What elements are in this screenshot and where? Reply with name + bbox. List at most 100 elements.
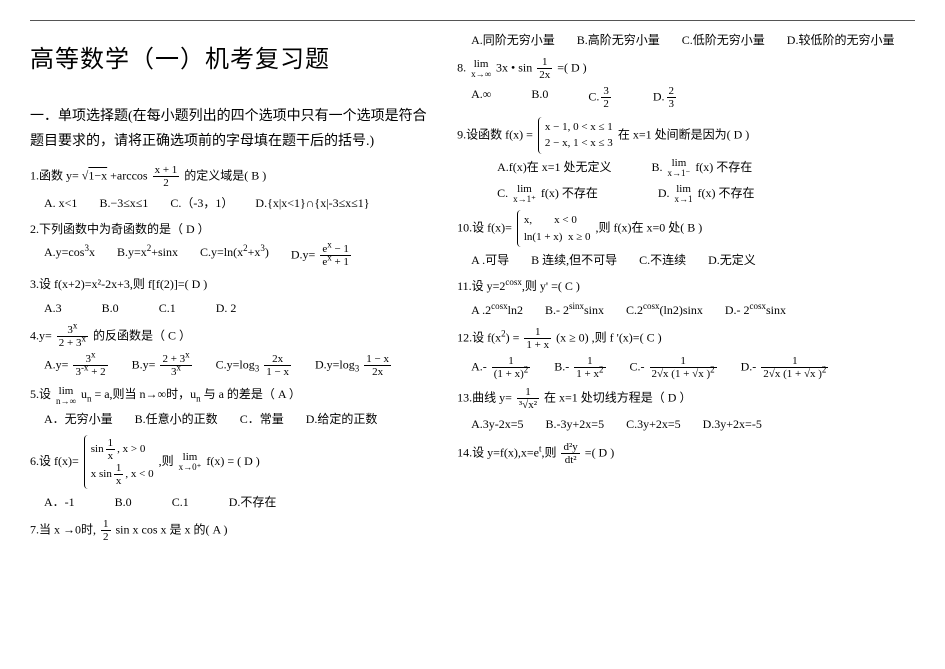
- q1-opt-d: D.{x|x<1}∩{x|-3≤x≤1}: [255, 194, 369, 213]
- q1-opt-a: A. x<1: [44, 194, 77, 213]
- q12: 12.设 f(x2) = 11 + x (x ≥ 0) ,则 f '(x)=( …: [457, 326, 900, 351]
- q5-opt-a: A．无穷小量: [44, 410, 113, 429]
- piecewise-brace: sin1x, x > 0 x sin1x, x < 0: [84, 435, 154, 489]
- q7-opt-a: A.同阶无穷小量: [471, 31, 555, 50]
- q8-opt-c: C.32: [588, 85, 613, 110]
- q8-opt-a: A.∞: [471, 85, 491, 110]
- q3-opts: A.3 B.0 C.1 D. 2: [44, 299, 437, 318]
- q6-opt-a: A．-1: [44, 493, 75, 512]
- q8-opt-d: D.23: [653, 85, 678, 110]
- q8-opts: A.∞ B.0 C.32 D.23: [471, 85, 900, 110]
- page: 高等数学（一）机考复习题 一．单项选择题(在每小题列出的四个选项中只有一个选项是…: [0, 29, 945, 547]
- limit-icon: limn→∞: [56, 386, 76, 406]
- q10-opt-c: C.不连续: [639, 251, 686, 270]
- q11-opt-a: A .2cosxln2: [471, 301, 523, 320]
- q2-opt-c: C.y=ln(x2+x3): [200, 243, 269, 268]
- q1-stem-a: 1.函数 y=: [30, 169, 79, 183]
- q13-opt-d: D.3y+2x=-5: [703, 415, 762, 434]
- q11-opt-c: C.2cosx(ln2)sinx: [626, 301, 703, 320]
- q1-opt-b: B.−3≤x≤1: [99, 194, 148, 213]
- q5-opt-b: B.任意小的正数: [135, 410, 218, 429]
- q1-opt-c: C.（-3，1）: [170, 194, 233, 213]
- q3-opt-b: B.0: [102, 299, 119, 318]
- q8-opt-b: B.0: [531, 85, 548, 110]
- q4-opts: A.y= 3x3-x + 2 B.y= 2 + 3x3x C.y=log3 2x…: [44, 353, 437, 378]
- q11-opts: A .2cosxln2 B.- 2sinxsinx C.2cosx(ln2)si…: [471, 301, 900, 320]
- q13-opt-a: A.3y-2x=5: [471, 415, 523, 434]
- left-column: 高等数学（一）机考复习题 一．单项选择题(在每小题列出的四个选项中只有一个选项是…: [30, 29, 437, 547]
- q4-frac: 3x 2 + 3x: [57, 324, 88, 349]
- q1: 1.函数 y= √1−x +arccos x + 1 2 的定义域是( B ): [30, 164, 437, 189]
- q7-opts: A.同阶无穷小量 B.高阶无穷小量 C.低阶无穷小量 D.较低阶的无穷小量: [471, 31, 900, 50]
- q1-stem-b: +arccos: [110, 169, 147, 183]
- piecewise-brace: x − 1, 0 < x ≤ 1 2 − x, 1 < x ≤ 3: [538, 117, 613, 154]
- q9: 9.设函数 f(x) = x − 1, 0 < x ≤ 1 2 − x, 1 <…: [457, 117, 900, 154]
- q12-opt-c: C.- 12√x (1 + √x )2: [630, 355, 719, 380]
- q9-opts: A.f(x)在 x=1 处无定义 B. limx→1⁻ f(x) 不存在: [497, 158, 900, 178]
- q5-opts: A．无穷小量 B.任意小的正数 C．常量 D.给定的正数: [44, 410, 437, 429]
- q2: 2.下列函数中为奇函数的是（ D ）: [30, 219, 437, 239]
- doc-title: 高等数学（一）机考复习题: [30, 39, 437, 74]
- q3: 3.设 f(x+2)=x²-2x+3,则 f[f(2)]=( D ): [30, 274, 437, 294]
- q1-stem-c: 的定义域是( B ): [184, 169, 266, 183]
- top-rule: [30, 20, 915, 21]
- q12-opt-a: A.- 1(1 + x)2: [471, 355, 532, 380]
- q4-opt-a: A.y= 3x3-x + 2: [44, 353, 110, 378]
- q2-opt-d: D.y= ex − 1 ex + 1: [291, 243, 353, 268]
- q5: 5.设 limn→∞ un = a,则当 n→∞时，un 与 a 的差是（ A …: [30, 384, 437, 405]
- q6-opt-c: C.1: [172, 493, 189, 512]
- q2-opt-b: B.y=x2+sinx: [117, 243, 178, 268]
- q9-opts-2: C. limx→1⁺ f(x) 不存在 D. limx→1 f(x) 不存在: [497, 184, 900, 204]
- q10-opt-a: A .可导: [471, 251, 509, 270]
- q7: 7.当 x →0时, 12 sin x cos x 是 x 的( A ): [30, 518, 437, 543]
- q1-frac: x + 1 2: [153, 164, 180, 189]
- q10-opts: A .可导 B 连续,但不可导 C.不连续 D.无定义: [471, 251, 900, 270]
- q1-sqrt: √1−x: [82, 169, 107, 183]
- q3-opt-c: C.1: [159, 299, 176, 318]
- q11-opt-d: D.- 2cosxsinx: [725, 301, 786, 320]
- q6-opt-d: D.不存在: [229, 493, 277, 512]
- q13-opt-b: B.-3y+2x=5: [546, 415, 605, 434]
- piecewise-brace: x, x < 0 ln(1 + x) x ≥ 0: [517, 210, 591, 247]
- q9-opt-b: B. limx→1⁻ f(x) 不存在: [652, 158, 753, 178]
- q9-opt-c: C. limx→1⁺ f(x) 不存在: [497, 184, 598, 204]
- q13-opts: A.3y-2x=5 B.-3y+2x=5 C.3y+2x=5 D.3y+2x=-…: [471, 415, 900, 434]
- q7-opt-d: D.较低阶的无穷小量: [787, 31, 895, 50]
- q11: 11.设 y=2cosx,则 y' =( C ): [457, 276, 900, 296]
- q13: 13.曲线 y= 1³√x² 在 x=1 处切线方程是（ D ）: [457, 386, 900, 411]
- q1-opts: A. x<1 B.−3≤x≤1 C.（-3，1） D.{x|x<1}∩{x|-3…: [44, 194, 437, 213]
- q7-opt-c: C.低阶无穷小量: [682, 31, 765, 50]
- q3-opt-a: A.3: [44, 299, 62, 318]
- q11-opt-b: B.- 2sinxsinx: [545, 301, 604, 320]
- q2-opts: A.y=cos3x B.y=x2+sinx C.y=ln(x2+x3) D.y=…: [44, 243, 437, 268]
- right-column: A.同阶无穷小量 B.高阶无穷小量 C.低阶无穷小量 D.较低阶的无穷小量 8.…: [457, 29, 900, 547]
- q7-frac: 12: [101, 518, 111, 543]
- q5-opt-c: C．常量: [240, 410, 284, 429]
- q3-opt-d: D. 2: [216, 299, 237, 318]
- q8: 8. limx→∞ 3x • sin 12x =( D ): [457, 56, 900, 81]
- q4-opt-c: C.y=log3 2x1 − x: [216, 353, 293, 378]
- q9-opt-a: A.f(x)在 x=1 处无定义: [497, 158, 611, 178]
- q12-opt-b: B.- 11 + x2: [554, 355, 607, 380]
- limit-icon: limx→0⁺: [179, 452, 202, 472]
- q9-opt-d: D. limx→1 f(x) 不存在: [658, 184, 755, 204]
- q4: 4.y= 3x 2 + 3x 的反函数是（ C ）: [30, 324, 437, 349]
- section-1-title: 一．单项选择题(在每小题列出的四个选项中只有一个选项是符合题目要求的，请将正确选…: [30, 104, 437, 154]
- q4-opt-b: B.y= 2 + 3x3x: [132, 353, 194, 378]
- q14: 14.设 y=f(x),x=et,则 d²ydt² =( D ): [457, 441, 900, 466]
- q6: 6.设 f(x)= sin1x, x > 0 x sin1x, x < 0 ,则…: [30, 435, 437, 489]
- q10: 10.设 f(x)= x, x < 0 ln(1 + x) x ≥ 0 ,则 f…: [457, 210, 900, 247]
- q7-opt-b: B.高阶无穷小量: [577, 31, 660, 50]
- q6-opt-b: B.0: [115, 493, 132, 512]
- q5-opt-d: D.给定的正数: [306, 410, 378, 429]
- q10-opt-d: D.无定义: [708, 251, 756, 270]
- q12-opts: A.- 1(1 + x)2 B.- 11 + x2 C.- 12√x (1 + …: [471, 355, 900, 380]
- limit-icon: limx→∞: [471, 59, 491, 79]
- q13-opt-c: C.3y+2x=5: [626, 415, 681, 434]
- q2-frac: ex − 1 ex + 1: [320, 243, 351, 268]
- q2-opt-a: A.y=cos3x: [44, 243, 95, 268]
- q10-opt-b: B 连续,但不可导: [531, 251, 617, 270]
- q4-opt-d: D.y=log3 1 − x2x: [315, 353, 393, 378]
- q12-opt-d: D.- 12√x (1 + √x )2: [741, 355, 831, 380]
- q6-opts: A．-1 B.0 C.1 D.不存在: [44, 493, 437, 512]
